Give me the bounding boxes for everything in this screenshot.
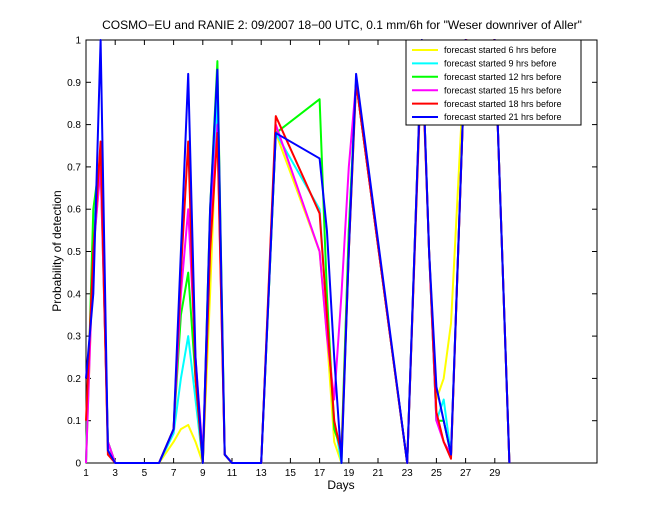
x-tick-label: 25 xyxy=(431,468,443,479)
legend-box xyxy=(405,39,582,126)
x-tick-label: 21 xyxy=(372,468,384,479)
x-tick-label: 17 xyxy=(314,468,326,479)
x-tick-label: 27 xyxy=(460,468,472,479)
x-axis: 1 3 5 7 9 11 13 15 17 19 21 23 25 27 29 xyxy=(83,40,501,479)
legend-entry-1: forecast started 6 hrs before xyxy=(444,45,557,55)
y-tick-label: 0 xyxy=(75,459,81,470)
y-axis-label: Probability of detection xyxy=(50,190,64,311)
x-tick-label: 19 xyxy=(343,468,355,479)
y-tick-label: 0.7 xyxy=(67,162,81,173)
x-tick-label: 29 xyxy=(489,468,501,479)
x-tick-label: 15 xyxy=(285,468,297,479)
legend: forecast started 6 hrs before forecast st… xyxy=(405,39,582,126)
x-tick-label: 11 xyxy=(227,468,238,479)
legend-entry-4: forecast started 15 hrs before xyxy=(444,85,562,95)
x-tick-label: 1 xyxy=(83,468,89,479)
legend-entry-5: forecast started 18 hrs before xyxy=(444,99,562,109)
legend-entry-6: forecast started 21 hrs before xyxy=(444,112,562,122)
y-tick-label: 0.1 xyxy=(67,416,81,427)
x-axis-label: Days xyxy=(327,478,354,492)
series-line-6 xyxy=(85,39,511,464)
legend-entry-2: forecast started 9 hrs before xyxy=(444,59,557,69)
series-layer xyxy=(85,39,511,464)
x-tick-label: 23 xyxy=(402,468,414,479)
y-tick-label: 1 xyxy=(75,36,81,47)
y-axis: 0 0.1 0.2 0.3 0.4 0.5 0.6 0.7 0.8 0.9 1 xyxy=(67,36,597,470)
y-tick-label: 0.4 xyxy=(67,289,81,300)
y-tick-label: 0.2 xyxy=(67,374,81,385)
x-tick-label: 7 xyxy=(171,468,177,479)
x-tick-label: 5 xyxy=(142,468,148,479)
y-tick-label: 0.8 xyxy=(67,120,81,131)
legend-entry-3: forecast started 12 hrs before xyxy=(444,72,562,82)
x-tick-label: 3 xyxy=(112,468,118,479)
y-tick-label: 0.6 xyxy=(67,205,81,216)
x-tick-label: 13 xyxy=(256,468,268,479)
chart-title: COSMO−EU and RANIE 2: 09/2007 18−00 UTC,… xyxy=(102,18,582,32)
y-tick-label: 0.3 xyxy=(67,332,81,343)
y-tick-label: 0.9 xyxy=(67,78,81,89)
y-tick-label: 0.5 xyxy=(67,247,81,258)
x-tick-label: 9 xyxy=(200,468,206,479)
